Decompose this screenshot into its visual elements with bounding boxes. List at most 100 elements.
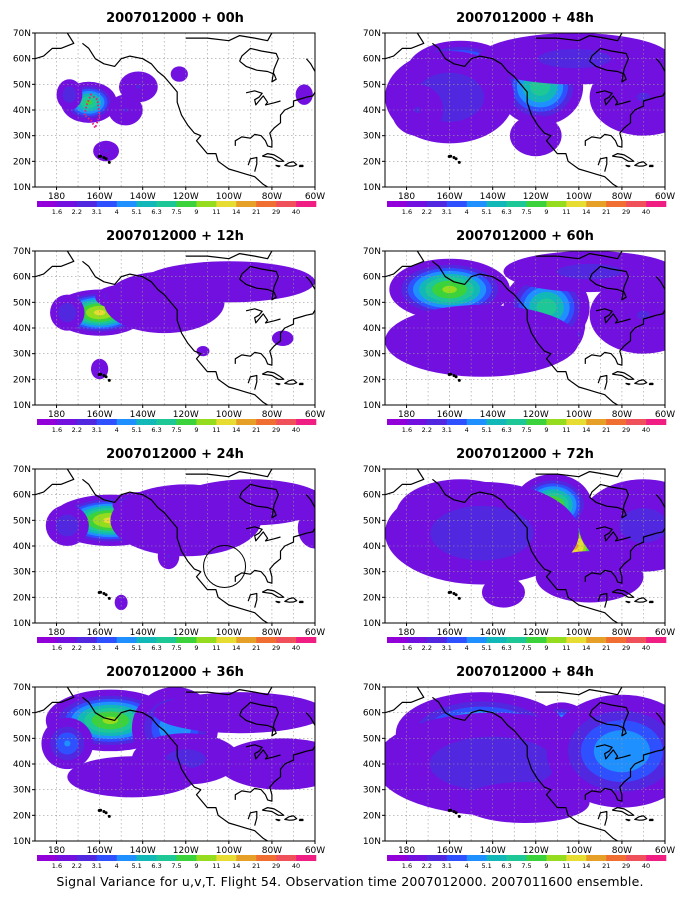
colorbar-label: 5.1: [481, 862, 491, 870]
lon-tick-label: 100W: [566, 410, 592, 420]
coastline: [284, 815, 298, 821]
lon-tick-label: 100W: [216, 846, 242, 856]
colorbar-label: 9: [194, 644, 198, 652]
colorbar-label: 11: [212, 208, 220, 216]
lat-tick-label: 40N: [363, 542, 381, 552]
colorbar-swatch: [506, 855, 527, 861]
lat-tick-label: 30N: [13, 786, 31, 796]
coastline: [595, 526, 631, 542]
colorbar-label: 21: [252, 644, 260, 652]
forecast-panel: 2007012000 + 60h 180 160W 140W 120W 100W 80W 60…: [350, 218, 690, 434]
colorbar-label: 7.5: [171, 862, 181, 870]
colorbar-swatch: [236, 855, 257, 861]
lon-tick-label: 120W: [523, 192, 549, 202]
contour-level: [98, 367, 101, 371]
island: [107, 814, 111, 818]
coastline: [655, 494, 665, 528]
colorbar-label: 2.2: [72, 644, 82, 652]
contour-level: [167, 554, 170, 558]
colorbar-swatch: [37, 419, 58, 425]
coastline: [305, 494, 315, 528]
colorbar-label: 40: [292, 644, 300, 652]
island: [452, 591, 456, 595]
island: [452, 155, 456, 159]
coastline: [298, 382, 304, 386]
colorbar-label: 7.5: [521, 208, 531, 216]
lon-tick-label: 100W: [566, 628, 592, 638]
figure-caption: Signal Variance for u,v,T. Flight 54. Ob…: [56, 874, 644, 889]
coastline: [185, 33, 273, 42]
coastline: [35, 687, 75, 714]
colorbar-swatch: [156, 201, 177, 207]
colorbar-swatch: [546, 855, 567, 861]
coastline: [247, 810, 258, 826]
lon-tick-label: 140W: [480, 410, 506, 420]
colorbar-swatch: [406, 419, 428, 425]
colorbar-swatch: [387, 201, 408, 207]
grid-lines: [385, 251, 665, 405]
coastline: [655, 58, 665, 92]
lon-tick-label: 60W: [655, 410, 675, 420]
contour-level: [170, 66, 188, 82]
colorbar-label: 7.5: [521, 426, 531, 434]
colorbar-swatch: [526, 419, 547, 425]
colorbar-swatch: [526, 637, 547, 643]
colorbar-label: 14: [582, 862, 590, 870]
colorbar-swatch: [276, 637, 297, 643]
colorbar-label: 1.6: [52, 426, 62, 434]
colorbar-label: 9: [194, 208, 198, 216]
colorbar-swatch: [646, 637, 667, 643]
colorbar-label: 9: [544, 208, 548, 216]
colorbar-label: 14: [582, 644, 590, 652]
colorbar-label: 2.2: [422, 644, 432, 652]
coastline: [326, 251, 340, 277]
map-svg: 2007012000 + 48h 180 160W 140W 120W 100W 80W 60…: [363, 11, 675, 216]
lon-tick-label: 160W: [87, 410, 113, 420]
lon-tick-label: 180: [398, 628, 415, 638]
colorbar-swatch: [406, 637, 428, 643]
colorbar-label: 1.6: [52, 644, 62, 652]
colorbar-swatch: [116, 855, 137, 861]
coastline: [82, 42, 269, 187]
colorbar-label: 1.6: [402, 208, 412, 216]
coastline: [584, 91, 665, 148]
island: [447, 808, 451, 812]
coastline: [432, 696, 619, 841]
colorbar-swatch: [566, 855, 587, 861]
colorbar-swatch: [646, 201, 667, 207]
colorbar-label: 6.3: [501, 862, 511, 870]
lon-tick-label: 60W: [305, 628, 325, 638]
colorbar-label: 3.1: [92, 862, 102, 870]
lon-tick-label: 100W: [216, 628, 242, 638]
colorbar-swatch: [256, 637, 277, 643]
colorbar-label: 6.3: [151, 208, 161, 216]
island: [97, 590, 101, 594]
variance-field: [385, 692, 665, 824]
island: [102, 155, 106, 159]
coastline: [284, 597, 298, 603]
colorbar-label: 11: [212, 862, 220, 870]
colorbar-swatch: [406, 855, 428, 861]
contour-level: [481, 576, 525, 608]
colorbar-label: 11: [562, 208, 570, 216]
colorbar-swatch: [196, 201, 217, 207]
lat-tick-label: 20N: [363, 157, 381, 167]
colorbar-swatch: [426, 201, 448, 207]
colorbar-swatch: [136, 855, 157, 861]
colorbar-label: 4: [465, 862, 469, 870]
island: [107, 596, 111, 600]
colorbar-swatch: [466, 637, 487, 643]
colorbar-label: 7.5: [171, 644, 181, 652]
coastline: [385, 687, 425, 714]
coastline: [185, 251, 273, 260]
island: [104, 811, 108, 815]
coastline: [676, 687, 690, 713]
colorbar-label: 29: [622, 862, 630, 870]
colorbar-label: 9: [194, 426, 198, 434]
contour-level: [589, 58, 665, 136]
colorbar-label: 9: [544, 862, 548, 870]
colorbar-swatch: [236, 637, 257, 643]
coastline: [326, 469, 340, 495]
colorbar-swatch: [236, 419, 257, 425]
colorbar-label: 5.1: [131, 426, 141, 434]
